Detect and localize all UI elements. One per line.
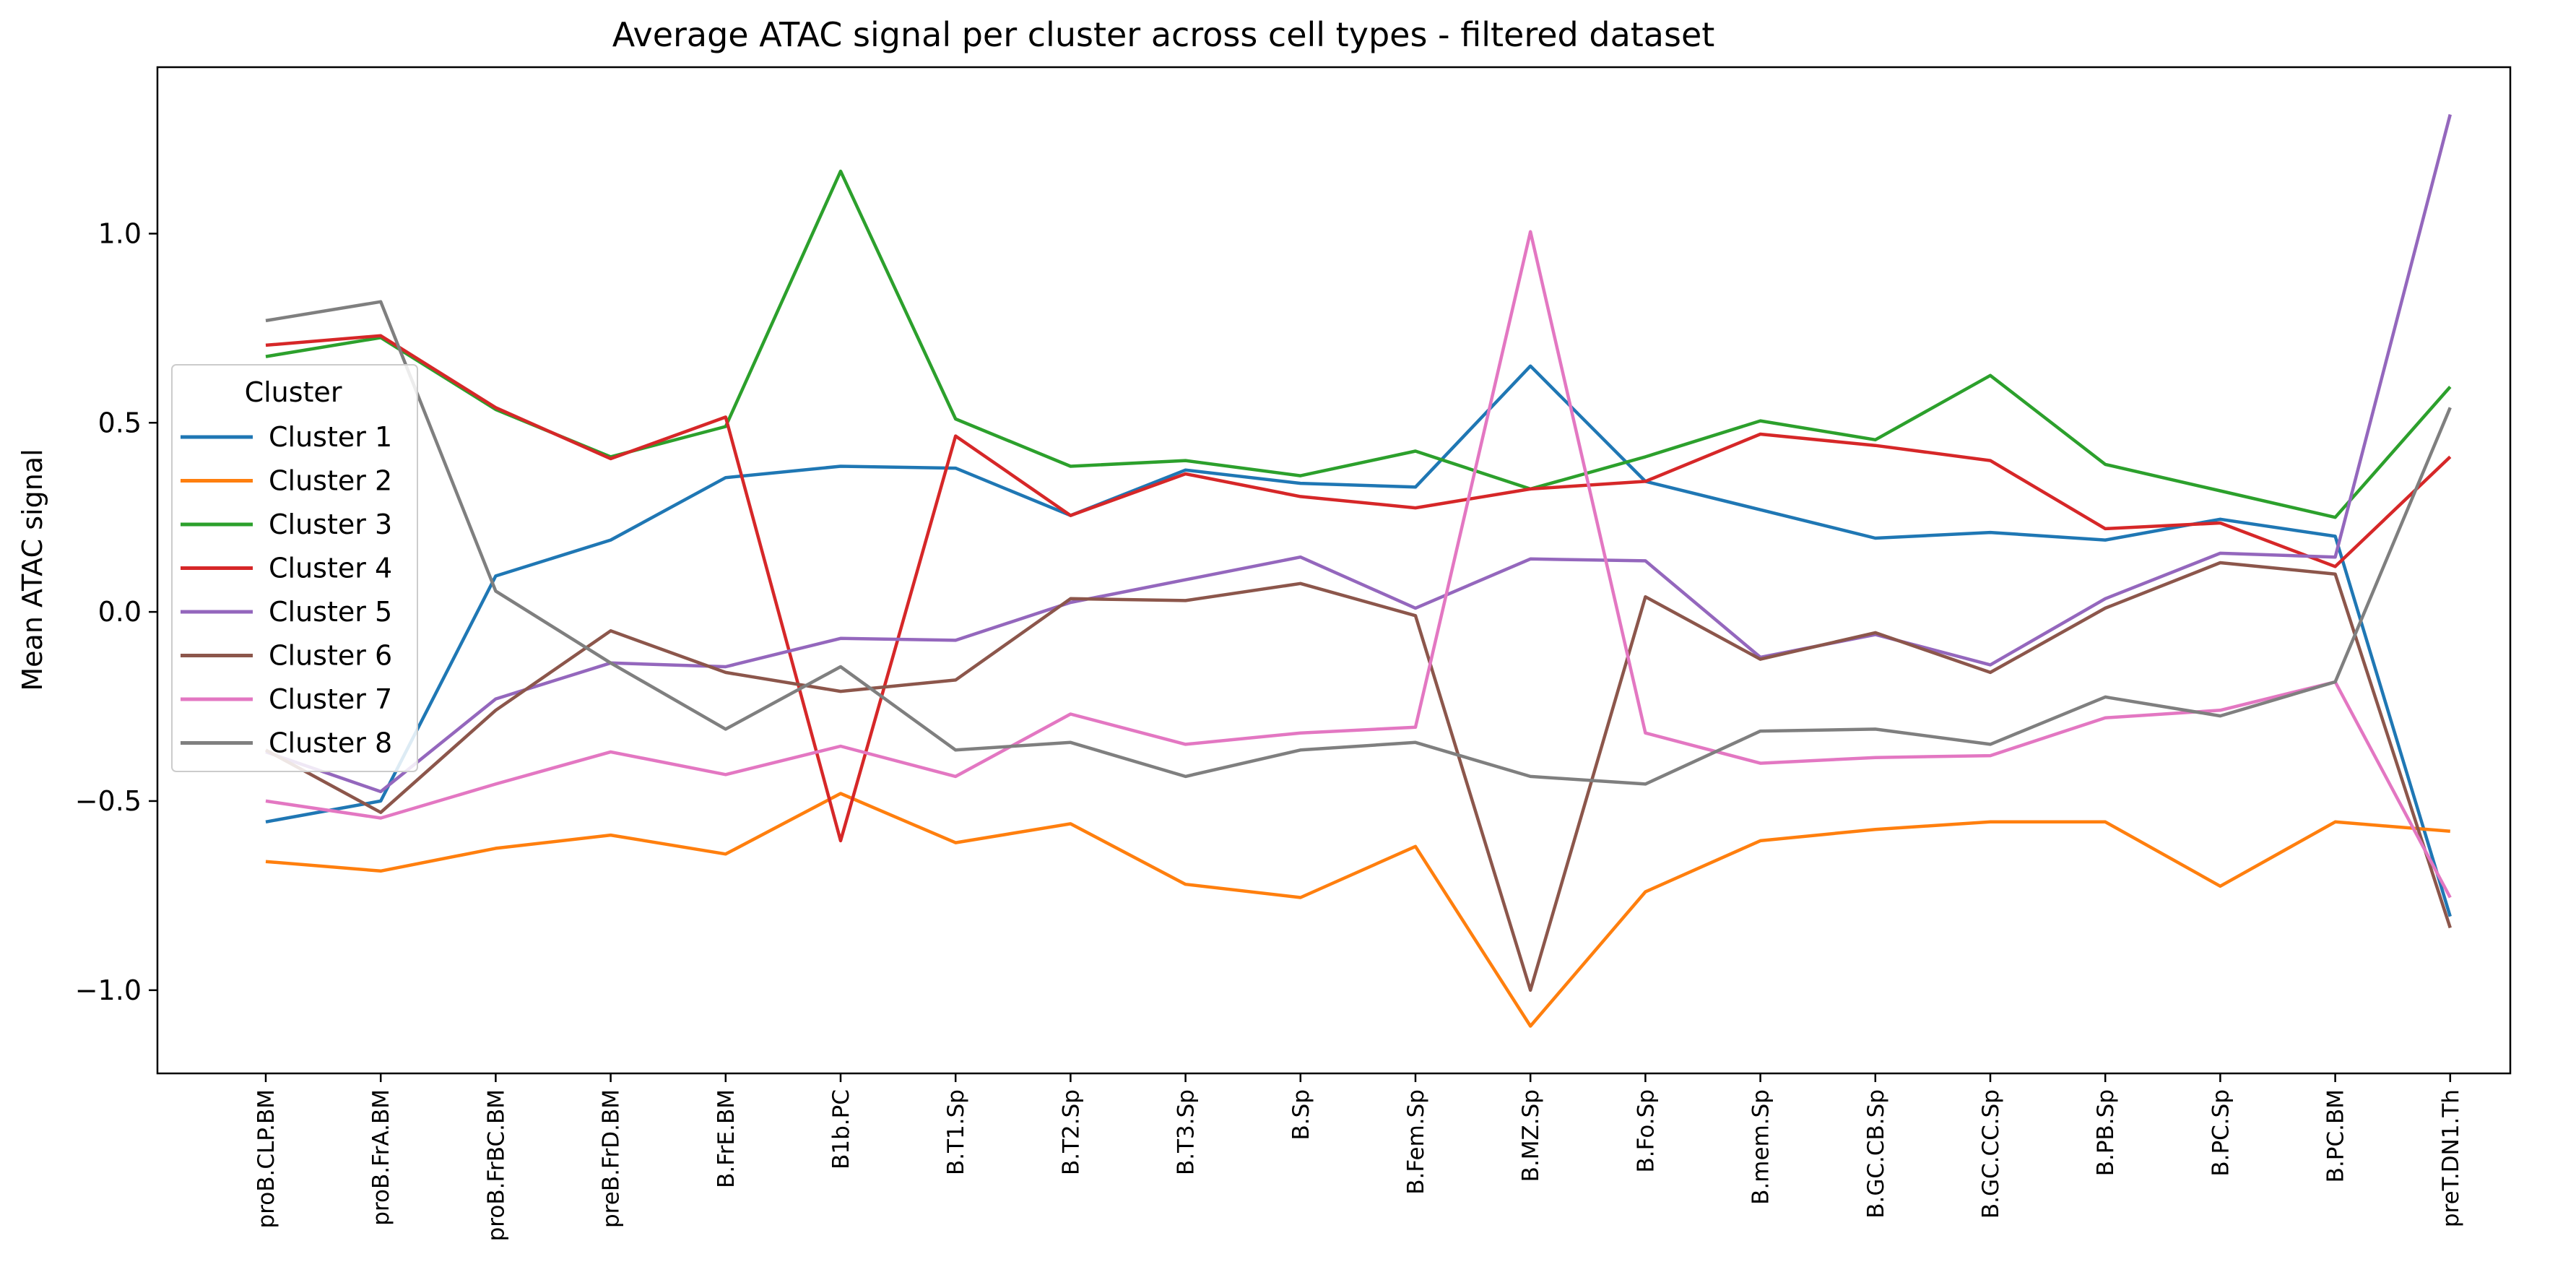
legend-item: Cluster 2 [181,465,392,497]
legend-label: Cluster 5 [269,596,392,628]
legend-item: Cluster 1 [181,421,392,453]
x-tick-label: preB.FrD.BM [599,1089,625,1228]
series-line [265,334,2452,843]
legend-box [171,364,418,772]
y-axis-label: Mean ATAC signal [17,449,48,691]
x-tick-label: B1b.PC [828,1089,854,1169]
x-tick-label: proB.FrBC.BM [483,1089,509,1241]
y-tick-label: −0.5 [75,785,142,817]
y-axis: −1.0 −0.5 0.0 0.5 1.0 [75,217,157,1006]
x-tick-label: B.T2.Sp [1058,1089,1084,1175]
series-cluster-4 [265,334,2452,843]
series-cluster-8 [265,300,2452,786]
x-tick-label: B.FrE.BM [714,1089,740,1188]
series-cluster-5 [265,113,2452,794]
y-tick-label: 0.0 [98,596,142,628]
legend-label: Cluster 2 [269,465,392,497]
chart-title: Average ATAC signal per cluster across c… [612,15,1715,54]
legend-item: Cluster 4 [181,553,392,584]
legend-label: Cluster 1 [269,421,392,453]
series-cluster-7 [265,230,2452,899]
legend-item: Cluster 5 [181,596,392,628]
x-tick-label: B.PB.Sp [2093,1089,2119,1176]
x-tick-label: B.Fo.Sp [1633,1089,1659,1172]
legend-items: Cluster 1 Cluster 2 Cluster 3 Cluster 4 Clus… [181,421,392,759]
x-axis: proB.CLP.BM proB.FrA.BM proB.FrBC.BM preB.F… [253,1073,2464,1241]
y-tick-label: 0.5 [98,407,142,438]
x-tick-label: preT.DN1.Th [2438,1089,2464,1227]
legend-title: Cluster [245,376,342,408]
series-line [264,561,2452,993]
x-tick-label: proB.CLP.BM [253,1089,279,1228]
y-tick-label: 1.0 [98,217,142,249]
x-tick-label: B.mem.Sp [1748,1089,1774,1205]
x-tick-label: B.Sp [1288,1089,1314,1140]
legend-label: Cluster 6 [269,640,392,672]
series-cluster-6 [264,561,2452,993]
x-tick-label: B.PC.Sp [2208,1089,2234,1177]
legend-label: Cluster 8 [269,727,392,759]
legend-item: Cluster 3 [181,509,392,540]
x-tick-label: B.T3.Sp [1174,1089,1200,1175]
series-line [265,300,2452,786]
series-cluster-2 [265,792,2450,1028]
series-line [265,792,2450,1028]
legend-item: Cluster 7 [181,683,392,715]
x-tick-label: B.T1.Sp [943,1089,969,1175]
series-layer [264,113,2452,1028]
legend-label: Cluster 4 [269,553,392,584]
x-tick-label: proB.FrA.BM [368,1089,394,1226]
x-tick-label: B.GC.CC.Sp [1978,1089,2004,1219]
x-tick-label: B.PC.BM [2323,1089,2349,1182]
legend-item: Cluster 6 [181,640,392,672]
plot-frame [156,66,2512,1075]
series-line [265,364,2452,917]
x-tick-label: B.GC.CB.Sp [1863,1089,1889,1219]
legend-label: Cluster 7 [269,683,392,715]
y-tick-label: −1.0 [75,974,142,1006]
x-tick-label: B.MZ.Sp [1518,1089,1544,1182]
series-line [265,113,2452,794]
legend-label: Cluster 3 [269,509,392,540]
x-tick-label: B.Fem.Sp [1403,1089,1429,1195]
legend-item: Cluster 8 [181,727,392,759]
series-cluster-1 [265,364,2452,917]
series-line [265,230,2452,899]
